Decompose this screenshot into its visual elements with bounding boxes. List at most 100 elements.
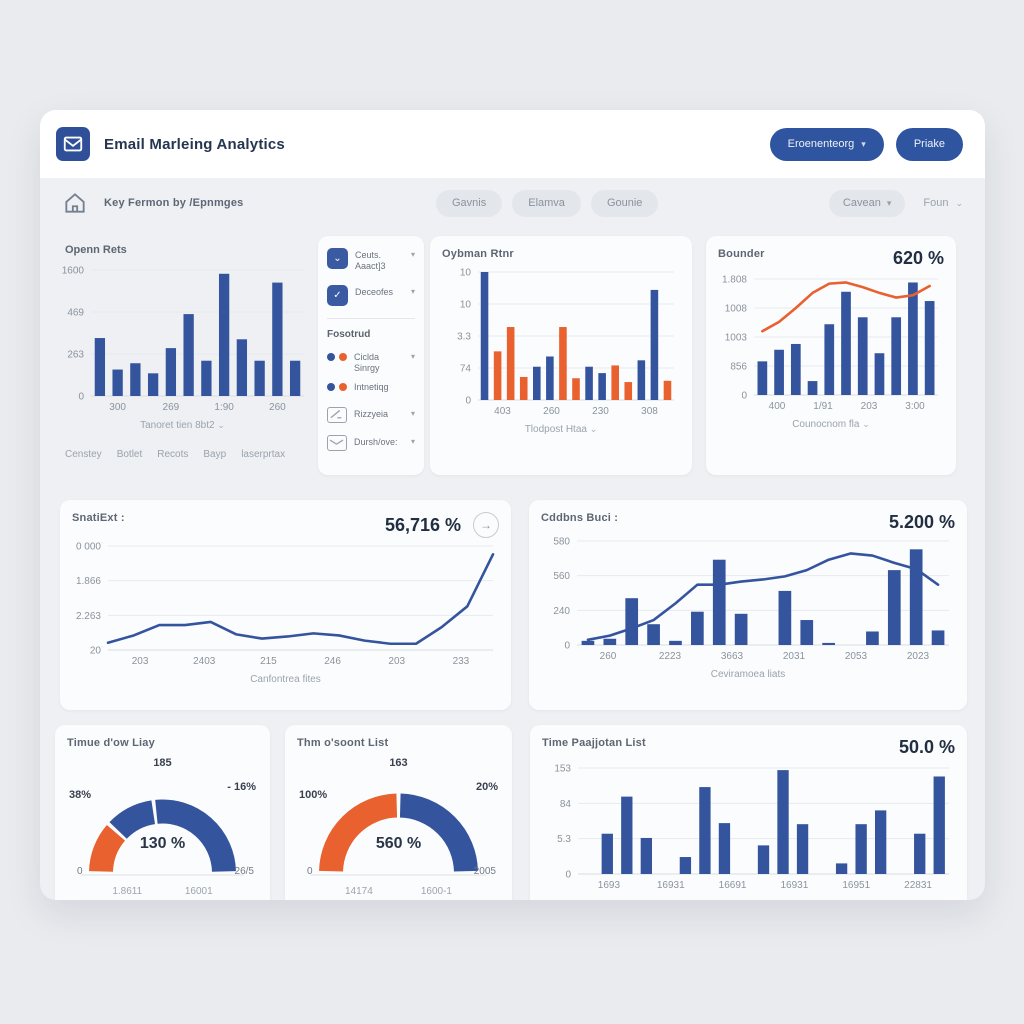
card-caption: Ceviramoea liats	[710, 669, 786, 681]
svg-text:1600: 1600	[62, 266, 85, 277]
svg-text:84: 84	[560, 799, 572, 810]
svg-text:16951: 16951	[842, 880, 870, 891]
svg-text:2053: 2053	[845, 651, 868, 662]
app-header: Email Marleing Analytics Eroenenteorg ▾ …	[40, 110, 985, 178]
svg-text:0: 0	[565, 870, 571, 881]
filter-chips: Gavnis Elamva Gounie	[436, 189, 668, 217]
gauge-label-top: 185	[153, 757, 172, 770]
svg-text:10: 10	[460, 268, 472, 279]
card-title: Bounder	[718, 248, 765, 260]
legend-row-1[interactable]: Ciclda Sinrgy ▾	[327, 350, 415, 375]
card-stat: 50.0 %	[898, 737, 955, 758]
chevron-down-icon: ▾	[886, 197, 892, 208]
chevron-down-icon: ▾	[410, 286, 415, 296]
card-title: Timue d'ow Liay	[67, 737, 155, 750]
svg-text:1/91: 1/91	[813, 401, 833, 412]
card-title: Oybman Rtnr	[442, 248, 514, 260]
svg-text:2031: 2031	[783, 651, 806, 662]
gauge-foot-right: 16001	[184, 886, 213, 898]
svg-text:1693: 1693	[598, 880, 621, 891]
chevron-down-icon: ▾	[410, 351, 415, 361]
filter-checkbox-row-1[interactable]: ⌄ Ceuts. Aaact]3 ▾	[327, 248, 415, 273]
svg-text:1003: 1003	[725, 333, 748, 344]
scope-dropdown[interactable]: Cavean ▾	[828, 189, 906, 217]
action-row-2[interactable]: Dursh/ove: ▾	[327, 435, 415, 452]
gauge-footer: 1.8611 16001	[67, 886, 258, 897]
header-menu-label: Eroenenteorg	[787, 138, 855, 150]
svg-text:3663: 3663	[721, 651, 744, 662]
svg-text:0: 0	[465, 396, 471, 407]
card-caption[interactable]: Counocnom fla ⌄	[718, 419, 944, 430]
svg-text:203: 203	[861, 401, 878, 412]
legend-row-2[interactable]: Intnetiqg	[327, 380, 415, 393]
bounce-rate-chart: 1.808 1008 1003 856 0 400 1/91 203 3:00	[718, 273, 944, 413]
chevron-down-icon: ⌄	[589, 424, 598, 434]
svg-text:2223: 2223	[659, 651, 682, 662]
snatiext-card: SnatiExt : 56,716 % → 0 000 1.866 2.263 20 2…	[60, 500, 511, 711]
caption-label: Tlodpost Htaa	[524, 424, 587, 435]
checkbox-checked-icon[interactable]: ⌄	[327, 248, 348, 269]
header-primary-label: Priake	[913, 138, 945, 150]
filter-checkbox-row-2[interactable]: ✓ Deceofes ▾	[327, 284, 415, 306]
card-title: Thm o'soont List	[297, 737, 389, 750]
gauge-center-value: 560 %	[375, 835, 422, 853]
card-title: Time Paajjotan List	[542, 737, 646, 750]
row-3: Timue d'ow Liay 185 38% - 16% 0 26/5 130…	[55, 725, 967, 900]
open-rates-dropdown[interactable]: Tanoret tien 8bt2 ⌄	[55, 420, 310, 431]
chip-2[interactable]: Elamva	[512, 189, 581, 217]
cddbns-card: Cddbns Buci : 5.200 % 580 560 240 0 260 2223 3…	[529, 500, 967, 711]
svg-text:3.3: 3.3	[457, 332, 471, 343]
click-rate-card: Oybman Rtnr 10 10 3.3 74 0 403 260 230 308 Tlodp…	[430, 236, 692, 476]
card-title: Cddbns Buci :	[541, 512, 619, 525]
checkbox-checked-icon[interactable]: ✓	[327, 284, 348, 306]
svg-text:856: 856	[730, 362, 747, 373]
svg-text:240: 240	[553, 606, 570, 617]
svg-text:20: 20	[90, 646, 102, 657]
header-primary-button[interactable]: Priake	[895, 127, 963, 161]
svg-text:269: 269	[163, 402, 180, 413]
svg-text:2023: 2023	[907, 651, 930, 662]
svg-text:203: 203	[388, 656, 405, 667]
gauge-foot-left: 14174	[345, 886, 373, 898]
timelist-chart: 153 84 5.3 0 1693 16931 16691 16931 16951 22831	[542, 762, 955, 892]
gauge-label-right: 20%	[475, 781, 498, 794]
svg-text:230: 230	[592, 406, 609, 417]
link-2[interactable]: Botlet	[116, 449, 143, 460]
action-row-1[interactable]: Rizzyeia ▾	[327, 407, 415, 424]
svg-text:1008: 1008	[725, 304, 748, 315]
chevron-down-icon: ▾	[861, 138, 866, 149]
checkbox-label: Ceuts. Aaact]3	[355, 250, 386, 272]
svg-text:260: 260	[543, 406, 560, 417]
gauge-label-min: 0	[307, 866, 313, 878]
filters-card: ⌄ Ceuts. Aaact]3 ▾ ✓ Deceofes ▾ Fosotrud…	[318, 236, 424, 476]
card-caption[interactable]: Tlodpost Htaa ⌄	[442, 424, 680, 435]
svg-text:16691: 16691	[719, 880, 747, 891]
chip-1[interactable]: Gavnis	[436, 189, 503, 217]
card-stat: 56,716 %	[384, 514, 461, 535]
link-3[interactable]: Recots	[157, 449, 189, 460]
filters-section-heading: Fosotrud	[327, 328, 371, 340]
dashboard-panel: Email Marleing Analytics Eroenenteorg ▾ …	[40, 110, 985, 900]
header-menu-button[interactable]: Eroenenteorg ▾	[769, 127, 884, 161]
gauge-label-right: - 16%	[227, 781, 256, 794]
svg-text:260: 260	[600, 651, 617, 662]
link-4[interactable]: Bayp	[203, 449, 227, 460]
gauge-label-left: 100%	[299, 789, 328, 802]
app-title: Email Marleing Analytics	[104, 135, 285, 153]
card-title: SnatiExt :	[72, 512, 125, 525]
svg-text:22831: 22831	[904, 880, 932, 891]
svg-text:3:00: 3:00	[905, 401, 925, 412]
chip-3[interactable]: Gounie	[590, 189, 659, 217]
svg-text:0: 0	[564, 641, 570, 652]
chevron-down-icon: ⌄	[862, 419, 870, 429]
svg-text:215: 215	[260, 656, 277, 667]
arrow-right-button[interactable]: →	[473, 512, 499, 539]
action-label: Rizzyeia	[354, 409, 389, 420]
link-5[interactable]: laserprtax	[241, 449, 286, 460]
gauge-card-2: Thm o'soont List 163 100% 20% 0 2005 560…	[285, 725, 512, 900]
link-1[interactable]: Censtey	[65, 449, 102, 460]
svg-text:560: 560	[553, 571, 570, 582]
home-icon[interactable]	[62, 190, 88, 216]
range-dropdown[interactable]: Foun ⌄	[923, 197, 963, 209]
divider	[327, 317, 415, 319]
